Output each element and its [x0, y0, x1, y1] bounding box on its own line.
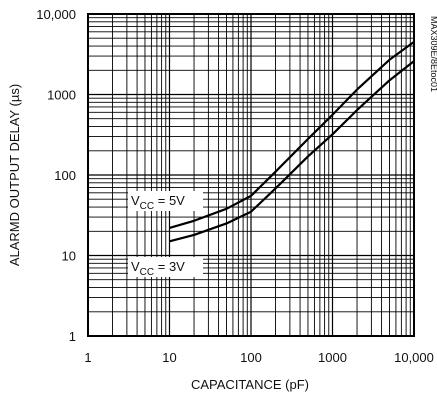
figure-id-label: MAX309E/8Etoc01 [429, 16, 437, 92]
series-label-bg [128, 191, 203, 211]
series-label-bg [128, 257, 203, 277]
y-tick-label: 10 [62, 249, 76, 264]
series-label-text: VCC = 3V [131, 259, 185, 278]
series-line-1 [169, 41, 415, 229]
grid [87, 14, 414, 337]
x-tick-label: 1 [84, 350, 91, 365]
y-tick-label: 1 [69, 329, 76, 344]
y-axis-label: ALARMD OUTPUT DELAY (µs) [7, 84, 22, 266]
series-line-2 [169, 60, 415, 243]
x-tick-labels: 1 10 100 1000 10,000 [84, 350, 434, 365]
y-tick-label: 10,000 [36, 7, 76, 22]
plot-frame [87, 13, 415, 337]
y-tick-label: 1000 [47, 88, 76, 103]
series-label-2: VCC = 3V [128, 257, 203, 278]
series-label-1: VCC = 5V [128, 191, 203, 212]
x-tick-label: 10,000 [394, 350, 434, 365]
x-tick-label: 100 [240, 350, 262, 365]
annotation-layer: VCC = 5V VCC = 3V [128, 191, 203, 278]
x-axis-label: CAPACITANCE (pF) [191, 377, 309, 392]
y-tick-labels: 1 10 100 1000 10,000 [36, 7, 76, 344]
series-label-text: VCC = 5V [131, 193, 185, 212]
x-tick-label: 1000 [318, 350, 347, 365]
series-layer [169, 41, 415, 243]
x-tick-label: 10 [162, 350, 176, 365]
y-tick-label: 100 [54, 168, 76, 183]
